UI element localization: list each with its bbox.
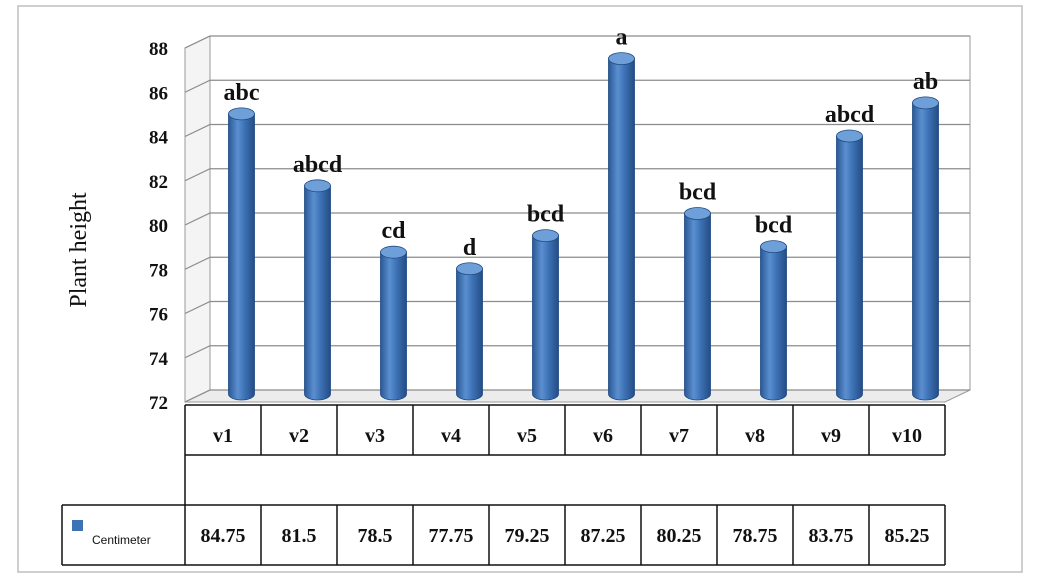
x-category-label: v8 bbox=[745, 425, 765, 447]
x-category-label: v5 bbox=[517, 425, 537, 447]
significance-letter: d bbox=[463, 235, 477, 261]
gridline bbox=[184, 256, 970, 270]
data-value-label: 80.25 bbox=[657, 525, 702, 547]
data-value-label: 78.5 bbox=[358, 525, 393, 547]
bar-top bbox=[684, 207, 711, 220]
significance-letter: cd bbox=[382, 218, 407, 244]
y-tick-label: 74 bbox=[149, 349, 169, 370]
bar-v8: bcd bbox=[755, 213, 793, 401]
y-tick-label: 88 bbox=[149, 39, 168, 60]
bar-top bbox=[304, 179, 331, 193]
data-value-label: 83.75 bbox=[809, 525, 854, 547]
data-table: v1 84.75 v2 81.5 v3 78.5 v4 77.75 v5 79.25 v6 87.25… bbox=[61, 404, 946, 566]
bar-top bbox=[532, 229, 559, 242]
bar-top bbox=[456, 262, 483, 276]
y-tick-label: 86 bbox=[149, 83, 168, 104]
x-category-label: v7 bbox=[669, 425, 689, 447]
y-axis-title: Plant height bbox=[66, 192, 92, 308]
data-value-label: 84.75 bbox=[201, 525, 246, 547]
bar-body bbox=[836, 135, 863, 401]
data-value-label: 87.25 bbox=[581, 525, 626, 547]
x-category-label: v1 bbox=[213, 425, 233, 447]
significance-letter: a bbox=[616, 25, 628, 51]
bar-v4: d bbox=[456, 235, 483, 401]
data-value-label: 85.25 bbox=[885, 525, 930, 547]
significance-letter: ab bbox=[913, 69, 938, 95]
y-tick-label: 80 bbox=[149, 216, 168, 237]
y-tick-label: 82 bbox=[149, 172, 168, 193]
gridline bbox=[184, 345, 970, 359]
bar-top bbox=[912, 96, 939, 110]
bar-v9: abcd bbox=[825, 102, 875, 401]
y-tick-label: 78 bbox=[149, 260, 168, 281]
x-category-label: v9 bbox=[821, 425, 841, 447]
bar-top bbox=[380, 245, 407, 259]
legend-swatch bbox=[72, 520, 83, 531]
significance-letter: abc bbox=[224, 80, 260, 106]
bar-body bbox=[912, 102, 939, 401]
bar-top bbox=[228, 107, 255, 121]
bar-top bbox=[608, 52, 635, 65]
gridline bbox=[184, 389, 970, 403]
plot-area: 72 74 76 78 80 82 84 86 88 bbox=[149, 35, 971, 414]
x-category-label: v10 bbox=[892, 425, 922, 447]
x-category-label: v6 bbox=[593, 425, 613, 447]
significance-letter: bcd bbox=[679, 179, 717, 205]
gridline bbox=[184, 212, 970, 226]
bar-v1: abc bbox=[224, 80, 260, 401]
bar-body bbox=[228, 113, 255, 401]
significance-letter: bcd bbox=[755, 213, 793, 239]
bar-v6: a bbox=[608, 25, 635, 401]
gridline bbox=[184, 168, 970, 182]
significance-letter: abcd bbox=[825, 102, 875, 128]
gridline bbox=[184, 35, 970, 49]
bar-body bbox=[760, 246, 787, 401]
bar-top bbox=[760, 240, 787, 254]
bar-v7: bcd bbox=[679, 179, 717, 401]
y-tick-label: 84 bbox=[149, 128, 169, 149]
data-value-label: 77.75 bbox=[429, 525, 474, 547]
bar-body bbox=[684, 213, 711, 401]
bar-body bbox=[456, 268, 483, 401]
bar-body bbox=[380, 251, 407, 401]
x-category-label: v2 bbox=[289, 425, 309, 447]
data-value-label: 78.75 bbox=[733, 525, 778, 547]
y-tick-label: 72 bbox=[149, 393, 168, 414]
bar-v3: cd bbox=[380, 218, 407, 401]
bar-body bbox=[532, 235, 559, 401]
bar-top bbox=[836, 129, 863, 143]
x-category-label: v4 bbox=[441, 425, 461, 447]
y-tick-label: 76 bbox=[149, 305, 168, 326]
bar-v2: abcd bbox=[293, 152, 343, 401]
significance-letter: bcd bbox=[527, 202, 565, 228]
gridline bbox=[184, 300, 970, 315]
gridline bbox=[184, 123, 970, 138]
data-value-label: 81.5 bbox=[282, 525, 317, 547]
bar-v10: ab bbox=[912, 69, 939, 401]
bar-body bbox=[608, 58, 635, 401]
bar-v5: bcd bbox=[527, 202, 565, 401]
significance-letter: abcd bbox=[293, 152, 343, 178]
data-value-label: 79.25 bbox=[505, 525, 550, 547]
bar-body bbox=[304, 185, 331, 401]
gridline bbox=[184, 79, 970, 93]
legend-label: Centimeter bbox=[92, 533, 151, 547]
x-category-label: v3 bbox=[365, 425, 385, 447]
